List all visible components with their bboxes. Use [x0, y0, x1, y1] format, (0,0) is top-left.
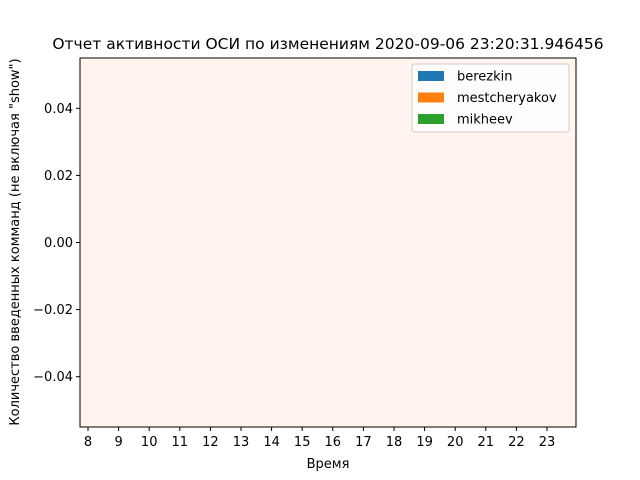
x-tick-label: 18: [386, 435, 403, 450]
x-tick-label: 10: [141, 435, 158, 450]
x-tick-label: 9: [114, 435, 122, 450]
x-tick-label: 17: [355, 435, 372, 450]
x-tick-label: 16: [325, 435, 342, 450]
x-axis-label: Время: [307, 457, 350, 472]
y-tick-label: 0.00: [44, 236, 73, 251]
y-tick-label: −0.04: [33, 370, 73, 385]
y-axis-label: Количество введенных комманд (не включая…: [8, 58, 23, 425]
legend-label-berezkin: berezkin: [457, 70, 513, 85]
y-tick-label: −0.02: [33, 303, 73, 318]
x-axis-ticks: 8 9 10 11 12 13 14 15 16 17 18 19 20 21 22 23: [84, 427, 555, 450]
legend: berezkin mestcheryakov mikheev: [411, 63, 570, 133]
x-tick-label: 15: [294, 435, 311, 450]
legend-swatch-mikheev: [418, 114, 444, 124]
plot-frame: [79, 57, 577, 428]
x-tick-label: 21: [478, 435, 495, 450]
x-tick-label: 22: [508, 435, 525, 450]
chart-title: Отчет активности ОСИ по изменениям 2020-…: [52, 35, 603, 53]
legend-label-mestcheryakov: mestcheryakov: [457, 91, 557, 106]
y-tick-label: 0.04: [44, 102, 73, 117]
x-tick-label: 23: [539, 435, 556, 450]
y-tick-label: 0.02: [44, 169, 73, 184]
legend-frame: [411, 63, 570, 133]
x-tick-label: 11: [172, 435, 189, 450]
legend-label-mikheev: mikheev: [457, 113, 513, 128]
x-tick-label: 12: [202, 435, 219, 450]
x-tick-label: 20: [447, 435, 464, 450]
x-tick-label: 8: [84, 435, 92, 450]
x-tick-label: 14: [263, 435, 280, 450]
x-tick-label: 13: [233, 435, 250, 450]
x-tick-label: 19: [416, 435, 433, 450]
y-axis-ticks: 0.04 0.02 0.00 −0.02 −0.04: [33, 102, 80, 385]
legend-swatch-mestcheryakov: [418, 92, 444, 103]
legend-swatch-berezkin: [418, 71, 444, 81]
